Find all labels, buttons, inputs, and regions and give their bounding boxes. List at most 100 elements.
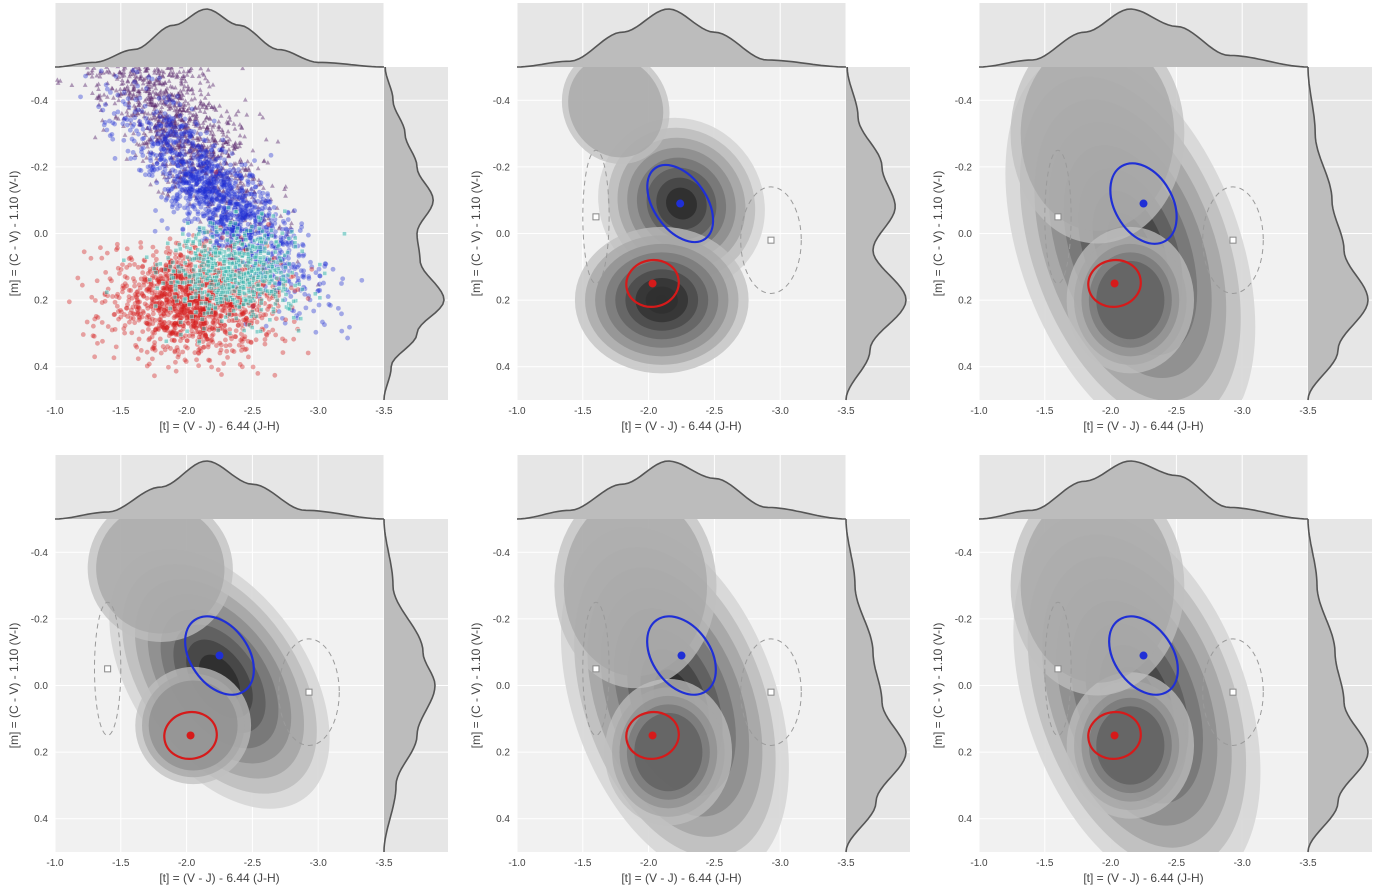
scatter-point [185, 211, 191, 216]
scatter-point [182, 133, 188, 138]
scatter-point [194, 143, 200, 148]
scatter-point [179, 110, 184, 116]
scatter-point [107, 276, 113, 282]
scatter-point [240, 212, 246, 218]
scatter-point [206, 263, 211, 268]
scatter-point [198, 131, 203, 137]
scatter-point [176, 125, 182, 130]
scatter-point [231, 349, 237, 354]
scatter-point [255, 230, 261, 236]
scatter-point [221, 194, 226, 200]
scatter-point [145, 89, 150, 94]
scatter-point [146, 74, 152, 80]
scatter-point [227, 199, 233, 205]
scatter-point [183, 98, 188, 103]
scatter-point [163, 135, 169, 141]
scatter-point [98, 245, 103, 251]
scatter-point [111, 71, 117, 77]
scatter-point [132, 70, 138, 75]
scatter-point [197, 177, 203, 182]
scatter-point [208, 296, 214, 301]
scatter-point [159, 104, 165, 110]
scatter-point [220, 230, 226, 236]
scatter-point [127, 71, 133, 77]
scatter-point [186, 180, 191, 186]
y-tick-label: -0.2 [493, 614, 511, 625]
scatter-point [130, 150, 136, 155]
scatter-point [206, 181, 212, 186]
scatter-point [162, 147, 167, 152]
scatter-point [152, 228, 158, 234]
scatter-point [156, 317, 162, 323]
scatter-point [162, 141, 168, 146]
scatter-point [192, 104, 198, 110]
scatter-point [210, 174, 216, 180]
scatter-point [207, 184, 212, 190]
scatter-point [175, 174, 181, 179]
scatter-point [215, 219, 220, 225]
scatter-point [268, 152, 274, 158]
scatter-point [197, 123, 203, 129]
scatter-point [121, 91, 126, 96]
scatter-point [150, 102, 156, 107]
scatter-point [160, 74, 166, 79]
scatter-point [190, 139, 196, 145]
scatter-point [189, 178, 194, 184]
scatter-point [214, 238, 220, 244]
scatter-point [258, 180, 264, 186]
scatter-point [159, 108, 165, 114]
scatter-point [289, 220, 294, 226]
scatter-point [189, 97, 194, 102]
scatter-point [146, 79, 152, 84]
scatter-point [259, 307, 264, 312]
scatter-point [203, 167, 209, 173]
scatter-point [229, 151, 235, 157]
scatter-point [209, 161, 215, 167]
scatter-point [166, 72, 172, 78]
scatter-point [234, 144, 240, 150]
y-tick-label: 0.0 [958, 681, 972, 692]
scatter-point [212, 157, 218, 162]
scatter-point [148, 116, 154, 121]
scatter-point [220, 143, 226, 149]
scatter-point [197, 225, 202, 230]
scatter-point [239, 336, 245, 341]
scatter-point [249, 204, 255, 210]
scatter-point [184, 173, 190, 178]
scatter-point [211, 176, 216, 182]
scatter-point [189, 143, 194, 149]
scatter-point [160, 82, 166, 87]
y-tick-label: 0.0 [496, 229, 510, 240]
scatter-point [150, 89, 156, 94]
scatter-point [239, 176, 244, 182]
scatter-point [213, 175, 219, 181]
scatter-point [204, 149, 210, 155]
scatter-point [121, 137, 127, 143]
scatter-point [295, 287, 301, 292]
scatter-point [89, 70, 95, 75]
scatter-point [192, 95, 198, 101]
scatter-point [137, 100, 143, 106]
scatter-point [167, 236, 173, 242]
scatter-point [237, 173, 243, 178]
scatter-point [214, 275, 219, 280]
scatter-point [163, 125, 169, 130]
scatter-point [163, 88, 169, 94]
scatter-point [88, 255, 94, 261]
scatter-point [165, 245, 171, 251]
scatter-point [245, 212, 251, 218]
scatter-point [227, 182, 232, 188]
scatter-point [232, 242, 237, 247]
scatter-point [157, 336, 163, 342]
scatter-point [219, 372, 224, 377]
scatter-point [262, 341, 268, 347]
y-axis-label: [m] = (C - V) - 1.10 (V-I) [7, 171, 21, 297]
scatter-point [234, 316, 239, 321]
scatter-point [203, 238, 209, 244]
scatter-point [156, 135, 162, 140]
scatter-point [197, 185, 203, 191]
scatter-point [219, 243, 225, 249]
scatter-point [129, 136, 135, 142]
scatter-point [158, 157, 163, 162]
scatter-point [110, 120, 116, 126]
